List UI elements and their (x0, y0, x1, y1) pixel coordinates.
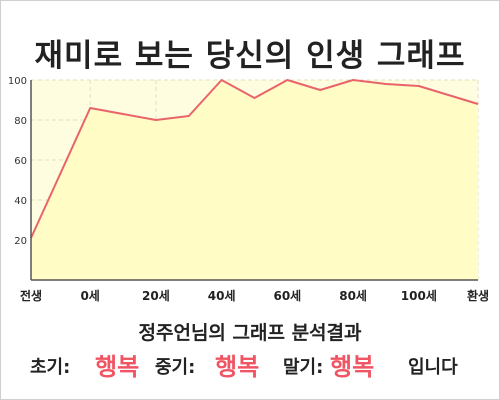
mid-value: 행복 (215, 353, 260, 381)
y-tick-label: 100 (8, 76, 27, 87)
early-label: 초기: (30, 357, 71, 378)
late-value: 행복 (330, 353, 375, 381)
x-tick-label: 전생 (20, 288, 42, 303)
late-label: 말기: (283, 357, 324, 378)
series-line (30, 79, 479, 239)
chart-title: 재미로 보는 당신의 인생 그래프 (34, 38, 466, 74)
analysis-result: 초기: 행복 중기: 행복 말기: 행복 입니다 (0, 345, 500, 381)
y-tick-label: 20 (14, 236, 27, 247)
y-tick-label: 60 (14, 156, 27, 167)
x-tick-label: 100세 (401, 288, 437, 303)
x-tick-label: 20세 (142, 288, 170, 303)
x-tick-label: 60세 (273, 288, 301, 303)
x-tick-label: 40세 (208, 288, 236, 303)
early-value: 행복 (95, 353, 140, 381)
x-axis: 전생 0세 20세 40세 60세 80세 100세 환생 (20, 288, 489, 303)
x-tick-label: 환생 (467, 288, 489, 303)
y-tick-label: 40 (14, 196, 27, 207)
y-tick-label: 80 (14, 116, 27, 127)
x-tick-label: 80세 (339, 288, 367, 303)
y-axis: 20 40 60 80 100 (8, 76, 27, 247)
mid-label: 중기: (155, 357, 196, 378)
result-ending: 입니다 (408, 357, 458, 378)
analysis-heading: 정주언님의 그래프 분석결과 (138, 322, 362, 344)
x-tick-label: 0세 (80, 288, 99, 303)
series-area (31, 80, 478, 280)
